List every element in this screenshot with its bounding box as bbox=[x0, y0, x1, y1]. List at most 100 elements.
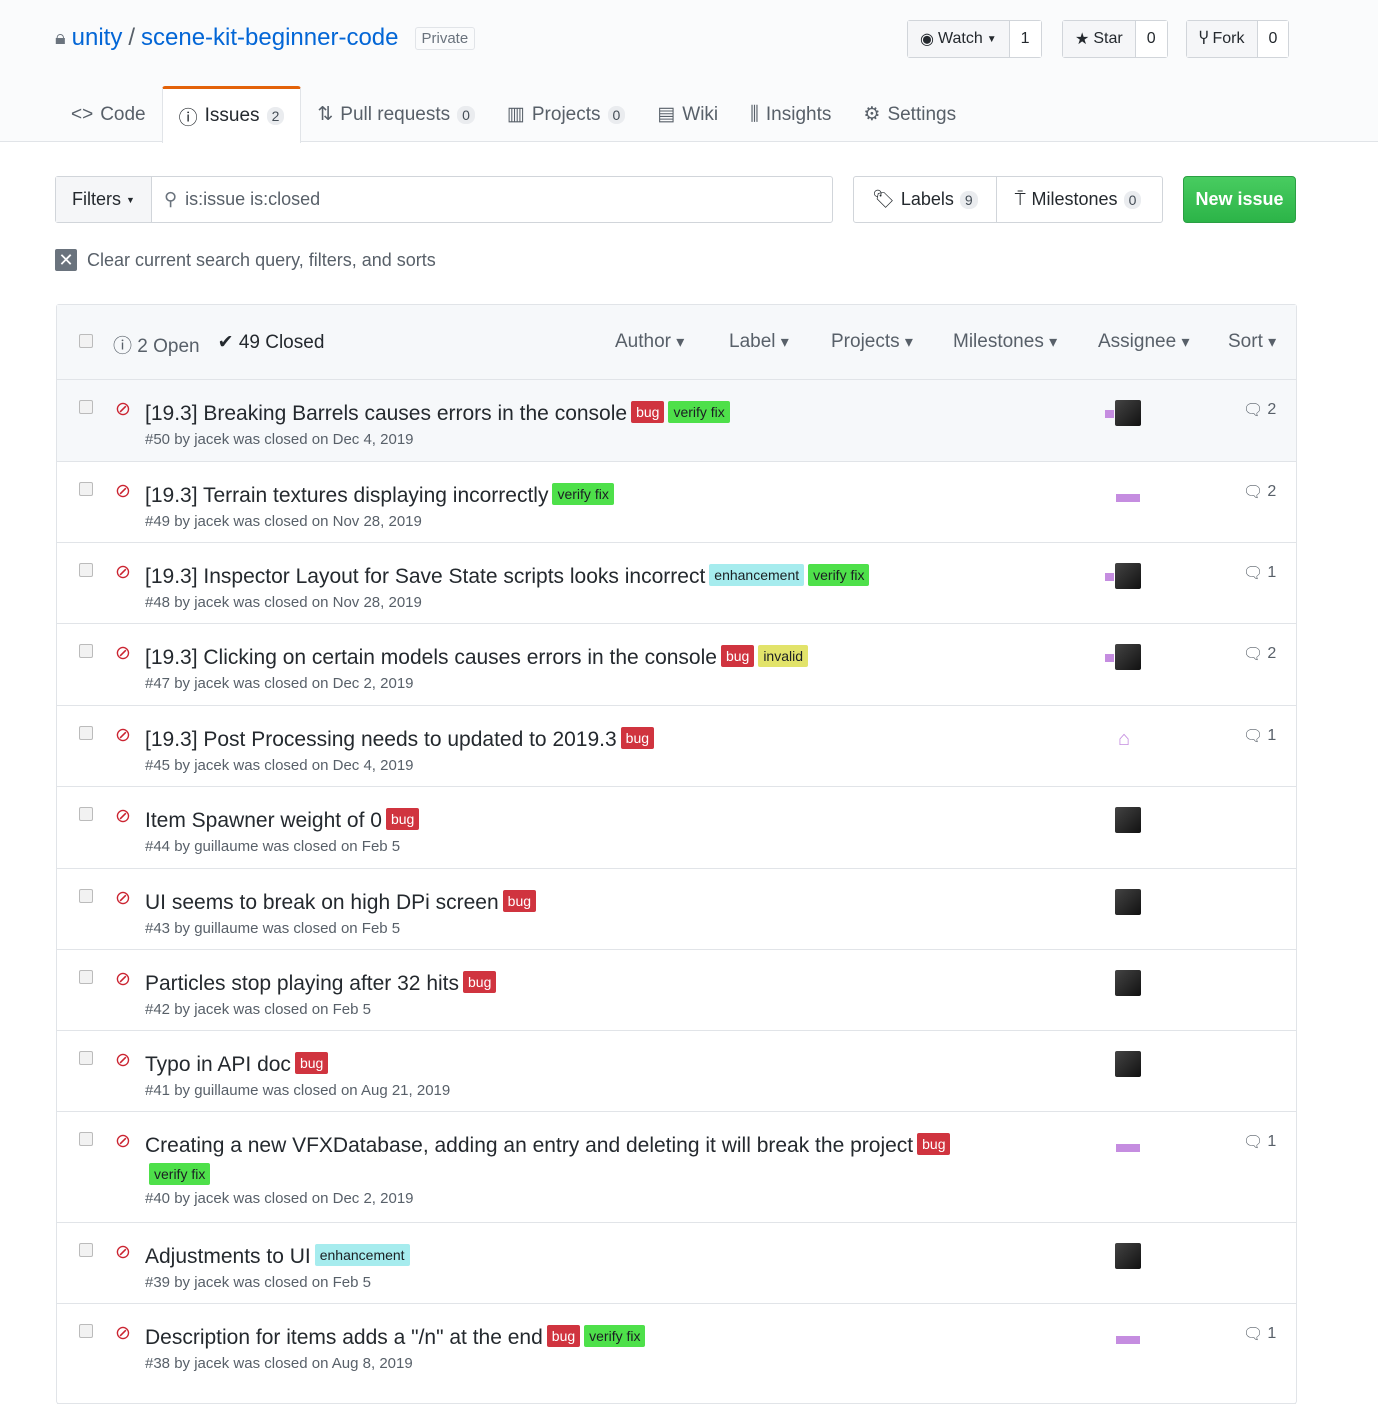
assignee-avatar[interactable] bbox=[1115, 644, 1141, 670]
issue-checkbox[interactable] bbox=[79, 563, 93, 577]
label-dropdown[interactable]: Label ▾ bbox=[729, 331, 789, 352]
label-verify-fix[interactable]: verify fix bbox=[808, 564, 870, 586]
closed-issues-filter[interactable]: ✔ 49 Closed bbox=[218, 331, 325, 358]
open-issues-filter[interactable]: ⓘ 2 Open bbox=[113, 331, 200, 358]
tab-wiki[interactable]: ▤ Wiki bbox=[641, 86, 734, 143]
issue-title-link[interactable]: [19.3] Post Processing needs to updated … bbox=[145, 728, 617, 751]
label-invalid[interactable]: invalid bbox=[758, 645, 809, 667]
label-verify-fix[interactable]: verify fix bbox=[149, 1163, 211, 1185]
issue-checkbox[interactable] bbox=[79, 1243, 93, 1257]
issue-title-link[interactable]: [19.3] Clicking on certain models causes… bbox=[145, 646, 717, 669]
comments-link[interactable]: 🗨︎ 2 bbox=[1243, 644, 1276, 664]
issue-title-link[interactable]: Adjustments to UI bbox=[145, 1245, 311, 1268]
label-bug[interactable]: bug bbox=[502, 890, 537, 912]
comments-link[interactable]: 🗨︎ 1 bbox=[1243, 563, 1276, 583]
milestones-button[interactable]: ⍑ Milestones 0 bbox=[997, 177, 1160, 222]
tab-issues[interactable]: ⓘ Issues 2 bbox=[161, 86, 302, 143]
forks-count[interactable]: 0 bbox=[1257, 21, 1289, 57]
comments-link[interactable]: 🗨︎ 2 bbox=[1243, 482, 1276, 502]
issue-title-link[interactable]: [19.3] Inspector Layout for Save State s… bbox=[145, 565, 706, 588]
label-verify-fix[interactable]: verify fix bbox=[552, 483, 614, 505]
filters-dropdown[interactable]: Filters ▼ bbox=[56, 177, 152, 222]
search-input[interactable] bbox=[185, 189, 786, 210]
issue-row[interactable]: ⊘ [19.3] Clicking on certain models caus… bbox=[57, 624, 1296, 706]
issue-checkbox[interactable] bbox=[79, 1051, 93, 1065]
issue-row[interactable]: ⊘ Particles stop playing after 32 hits bu… bbox=[57, 950, 1296, 1031]
label-bug[interactable]: bug bbox=[720, 645, 755, 667]
issue-row[interactable]: ⊘ Adjustments to UI enhancement #39 by ja… bbox=[57, 1223, 1296, 1304]
assignee-avatar[interactable] bbox=[1116, 1144, 1140, 1152]
labels-button[interactable]: 🏷︎ Labels 9 bbox=[854, 177, 997, 222]
issue-checkbox[interactable] bbox=[79, 807, 93, 821]
issue-row[interactable]: ⊘ Item Spawner weight of 0 bug #44 by gui… bbox=[57, 787, 1296, 869]
author-dropdown[interactable]: Author ▾ bbox=[615, 331, 685, 352]
label-bug[interactable]: bug bbox=[546, 1325, 581, 1347]
clear-filters-link[interactable]: ✕ Clear current search query, filters, an… bbox=[55, 249, 436, 271]
watchers-count[interactable]: 1 bbox=[1009, 21, 1041, 57]
tab-code[interactable]: <> Code bbox=[55, 86, 162, 143]
repo-owner-link[interactable]: unity bbox=[71, 24, 123, 51]
projects-dropdown[interactable]: Projects ▾ bbox=[831, 331, 913, 352]
issue-title-link[interactable]: Typo in API doc bbox=[145, 1053, 291, 1076]
label-bug[interactable]: bug bbox=[294, 1052, 329, 1074]
issue-row[interactable]: ⊘ [19.3] Terrain textures displaying inc… bbox=[57, 462, 1296, 543]
comments-link[interactable]: 🗨︎ 1 bbox=[1243, 1132, 1276, 1152]
tab-pull-requests[interactable]: ⇅ Pull requests 0 bbox=[301, 86, 491, 143]
assignee-avatar[interactable] bbox=[1115, 400, 1141, 426]
label-bug[interactable]: bug bbox=[631, 401, 665, 423]
issue-title-link[interactable]: UI seems to break on high DPi screen bbox=[145, 891, 499, 914]
tab-insights[interactable]: ⫼ Insights bbox=[734, 86, 847, 143]
label-bug[interactable]: bug bbox=[620, 727, 655, 749]
fork-button[interactable]: Ⴤ Fork bbox=[1187, 21, 1258, 57]
select-all-checkbox[interactable] bbox=[79, 334, 93, 348]
assignee-avatar[interactable] bbox=[1116, 1336, 1140, 1344]
star-button[interactable]: ★ Star bbox=[1063, 21, 1136, 57]
milestones-dropdown[interactable]: Milestones ▾ bbox=[953, 331, 1058, 352]
issue-title-link[interactable]: Creating a new VFXDatabase, adding an en… bbox=[145, 1134, 914, 1157]
issue-title-link[interactable]: [19.3] Breaking Barrels causes errors in… bbox=[145, 402, 628, 425]
issue-title-link[interactable]: [19.3] Terrain textures displaying incor… bbox=[145, 484, 549, 507]
comments-link[interactable]: 🗨︎ 1 bbox=[1243, 726, 1276, 746]
label-bug[interactable]: bug bbox=[463, 971, 497, 993]
assignee-avatar[interactable] bbox=[1115, 889, 1141, 915]
issue-checkbox[interactable] bbox=[79, 889, 93, 903]
issue-checkbox[interactable] bbox=[79, 1132, 93, 1146]
comments-link[interactable]: 🗨︎ 1 bbox=[1243, 1324, 1276, 1344]
sort-dropdown[interactable]: Sort ▾ bbox=[1228, 331, 1277, 352]
issue-title-link[interactable]: Item Spawner weight of 0 bbox=[145, 809, 382, 832]
issue-row[interactable]: ⊘ Description for items adds a "/n" at t… bbox=[57, 1304, 1296, 1404]
issue-checkbox[interactable] bbox=[79, 726, 93, 740]
assignee-avatar[interactable] bbox=[1115, 970, 1141, 996]
issue-row[interactable]: ⊘ UI seems to break on high DPi screen bu… bbox=[57, 869, 1296, 950]
label-enhancement[interactable]: enhancement bbox=[709, 564, 805, 586]
stars-count[interactable]: 0 bbox=[1135, 21, 1167, 57]
label-verify-fix[interactable]: verify fix bbox=[584, 1325, 646, 1347]
issue-checkbox[interactable] bbox=[79, 400, 93, 414]
label-bug[interactable]: bug bbox=[917, 1133, 951, 1155]
issue-row[interactable]: ⊘ [19.3] Breaking Barrels causes errors … bbox=[57, 380, 1296, 462]
assignee-avatar[interactable] bbox=[1115, 1243, 1141, 1269]
issue-checkbox[interactable] bbox=[79, 644, 93, 658]
tab-projects[interactable]: ▥ Projects 0 bbox=[491, 86, 641, 143]
label-enhancement[interactable]: enhancement bbox=[314, 1244, 410, 1266]
assignee-avatar-secondary[interactable] bbox=[1105, 410, 1114, 418]
new-issue-button[interactable]: New issue bbox=[1183, 176, 1296, 223]
issue-checkbox[interactable] bbox=[79, 1324, 93, 1338]
assignee-avatar[interactable] bbox=[1115, 563, 1141, 589]
watch-button[interactable]: ◉ Watch ▼ bbox=[908, 21, 1010, 57]
assignee-avatar[interactable] bbox=[1115, 807, 1141, 833]
issue-row[interactable]: ⊘ [19.3] Inspector Layout for Save State… bbox=[57, 543, 1296, 624]
issue-checkbox[interactable] bbox=[79, 482, 93, 496]
issue-checkbox[interactable] bbox=[79, 970, 93, 984]
issue-title-link[interactable]: Description for items adds a "/n" at the… bbox=[145, 1326, 543, 1349]
assignee-avatar-secondary[interactable] bbox=[1105, 654, 1114, 662]
label-verify-fix[interactable]: verify fix bbox=[668, 401, 730, 423]
assignee-avatar[interactable] bbox=[1116, 494, 1140, 502]
issue-row[interactable]: ⊘ Typo in API doc bug #41 by guillaume wa… bbox=[57, 1031, 1296, 1112]
assignee-avatar-secondary[interactable] bbox=[1105, 573, 1114, 581]
assignee-avatar[interactable]: ⌂ bbox=[1118, 728, 1131, 750]
repo-name-link[interactable]: scene-kit-beginner-code bbox=[141, 24, 399, 51]
comments-link[interactable]: 🗨︎ 2 bbox=[1243, 400, 1276, 420]
issue-title-link[interactable]: Particles stop playing after 32 hits bbox=[145, 972, 459, 995]
issue-row[interactable]: ⊘ Creating a new VFXDatabase, adding an … bbox=[57, 1112, 1296, 1223]
